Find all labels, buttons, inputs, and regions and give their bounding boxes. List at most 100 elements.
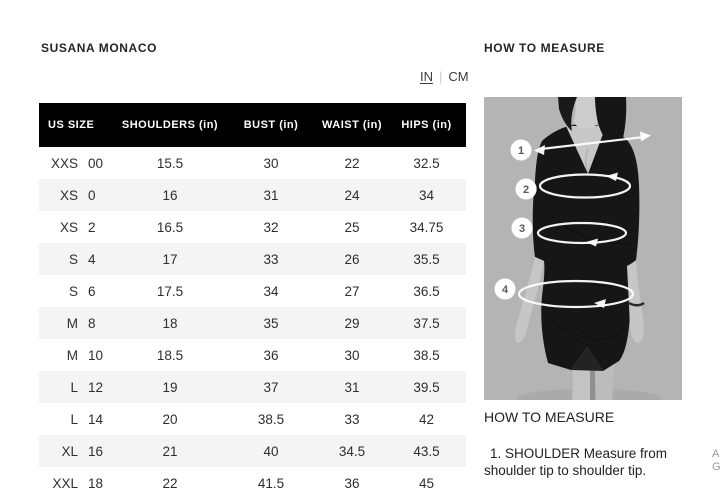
size-number: 00 (88, 155, 104, 171)
cell-waist: 29 (344, 315, 360, 331)
unit-in-button[interactable]: IN (420, 69, 433, 84)
cell-hips: 36.5 (413, 283, 440, 299)
how-to-measure-section-title: HOW TO MEASURE (484, 409, 615, 425)
cell-us-size: XL 16 (39, 444, 115, 459)
cell-us-size: L 12 (39, 380, 115, 395)
size-chart-table: US SIZE SHOULDERS (in) BUST (in) WAIST (… (39, 103, 466, 499)
size-chart-header-row: US SIZE SHOULDERS (in) BUST (in) WAIST (… (39, 103, 466, 147)
table-row: L 14 20 38.5 33 42 (39, 403, 466, 435)
header-shoulders: SHOULDERS (in) (121, 119, 219, 131)
cell-bust: 35 (263, 315, 279, 331)
cell-us-size: XS 2 (39, 220, 115, 235)
cell-bust: 41.5 (257, 475, 285, 491)
cell-us-size: L 14 (39, 412, 115, 427)
cell-waist: 22 (344, 155, 360, 171)
cell-hips: 45 (418, 475, 435, 491)
size-letter: XS (59, 187, 78, 203)
cell-shoulders: 19 (162, 379, 178, 395)
cell-waist: 27 (344, 283, 360, 299)
size-letter: XXL (52, 475, 78, 491)
measurement-model-photo: 1 2 3 4 (484, 97, 682, 400)
table-row: L 12 19 37 31 39.5 (39, 371, 466, 403)
header-hips: HIPS (in) (401, 119, 452, 131)
cell-bust: 38.5 (257, 411, 285, 427)
table-row: S 4 17 33 26 35.5 (39, 243, 466, 275)
size-number: 16 (88, 443, 104, 459)
header-bust: BUST (in) (243, 119, 299, 131)
cell-us-size: XXS 00 (39, 156, 115, 171)
size-letter: S (68, 283, 78, 299)
badge-4: 4 (502, 284, 509, 296)
cell-shoulders: 15.5 (156, 155, 184, 171)
shoulder-arrow (540, 135, 645, 151)
cell-shoulders: 21 (162, 443, 178, 459)
how-to-measure-panel-title: HOW TO MEASURE (484, 41, 605, 55)
cell-hips: 38.5 (413, 347, 440, 363)
size-number: 6 (88, 283, 96, 299)
cell-bust: 33 (263, 251, 279, 267)
size-number: 2 (88, 219, 96, 235)
size-letter: XXS (50, 155, 78, 171)
measure-badges: 1 2 3 4 (494, 139, 537, 300)
hips-ellipse (517, 279, 635, 309)
cell-waist: 33 (344, 411, 360, 427)
size-number: 4 (88, 251, 96, 267)
table-row: M 10 18.5 36 30 38.5 (39, 339, 466, 371)
cell-shoulders: 20 (162, 411, 178, 427)
cell-bust: 37 (263, 379, 279, 395)
cell-bust: 36 (263, 347, 279, 363)
brand-title: SUSANA MONACO (41, 41, 158, 55)
badge-2: 2 (523, 184, 529, 196)
shoulder-instruction: 1. SHOULDER Measure from shoulder tip to… (484, 445, 716, 479)
table-row: XS 0 16 31 24 34 (39, 179, 466, 211)
cell-us-size: XS 0 (39, 188, 115, 203)
table-row: XL 16 21 40 34.5 43.5 (39, 435, 466, 467)
size-letter: M (66, 347, 78, 363)
size-letter: S (68, 251, 78, 267)
cell-shoulders: 17 (162, 251, 178, 267)
size-number: 10 (88, 347, 104, 363)
measurement-arrows (517, 135, 645, 309)
table-row: XS 2 16.5 32 25 34.75 (39, 211, 466, 243)
waist-ellipse (536, 221, 628, 245)
clipped-edge-text: A G (712, 448, 720, 474)
edge-text-line-1: A (712, 448, 720, 460)
size-number: 18 (88, 475, 104, 491)
cell-waist: 25 (344, 219, 360, 235)
cell-waist: 31 (344, 379, 360, 395)
cell-hips: 35.5 (413, 251, 440, 267)
cell-us-size: XXL 18 (39, 476, 115, 491)
cell-bust: 30 (263, 155, 279, 171)
cell-hips: 32.5 (413, 155, 440, 171)
size-letter: M (66, 315, 78, 331)
cell-bust: 34 (263, 283, 279, 299)
cell-hips: 37.5 (413, 315, 440, 331)
cell-waist: 34.5 (338, 443, 366, 459)
table-row: XXL 18 22 41.5 36 45 (39, 467, 466, 499)
cell-waist: 24 (344, 187, 360, 203)
size-number: 8 (88, 315, 96, 331)
cell-hips: 39.5 (413, 379, 440, 395)
cell-waist: 26 (344, 251, 360, 267)
table-row: XXS 00 15.5 30 22 32.5 (39, 147, 466, 179)
cell-waist: 36 (344, 475, 360, 491)
cell-shoulders: 18 (162, 315, 178, 331)
bust-ellipse (538, 173, 632, 199)
unit-separator: | (439, 69, 443, 84)
header-waist: WAIST (in) (322, 119, 382, 131)
cell-hips: 34 (418, 187, 435, 203)
cell-shoulders: 17.5 (156, 283, 184, 299)
size-letter: XS (59, 219, 78, 235)
model-dress (532, 124, 640, 371)
badge-1: 1 (518, 145, 524, 157)
bracelet (628, 301, 645, 307)
instruction-line-2: shoulder tip to shoulder tip. (484, 463, 647, 478)
size-number: 0 (88, 187, 96, 203)
unit-cm-button[interactable]: CM (448, 69, 469, 84)
size-letter: L (70, 379, 78, 395)
size-number: 14 (88, 411, 104, 427)
cell-shoulders: 22 (162, 475, 178, 491)
cell-hips: 43.5 (413, 443, 440, 459)
